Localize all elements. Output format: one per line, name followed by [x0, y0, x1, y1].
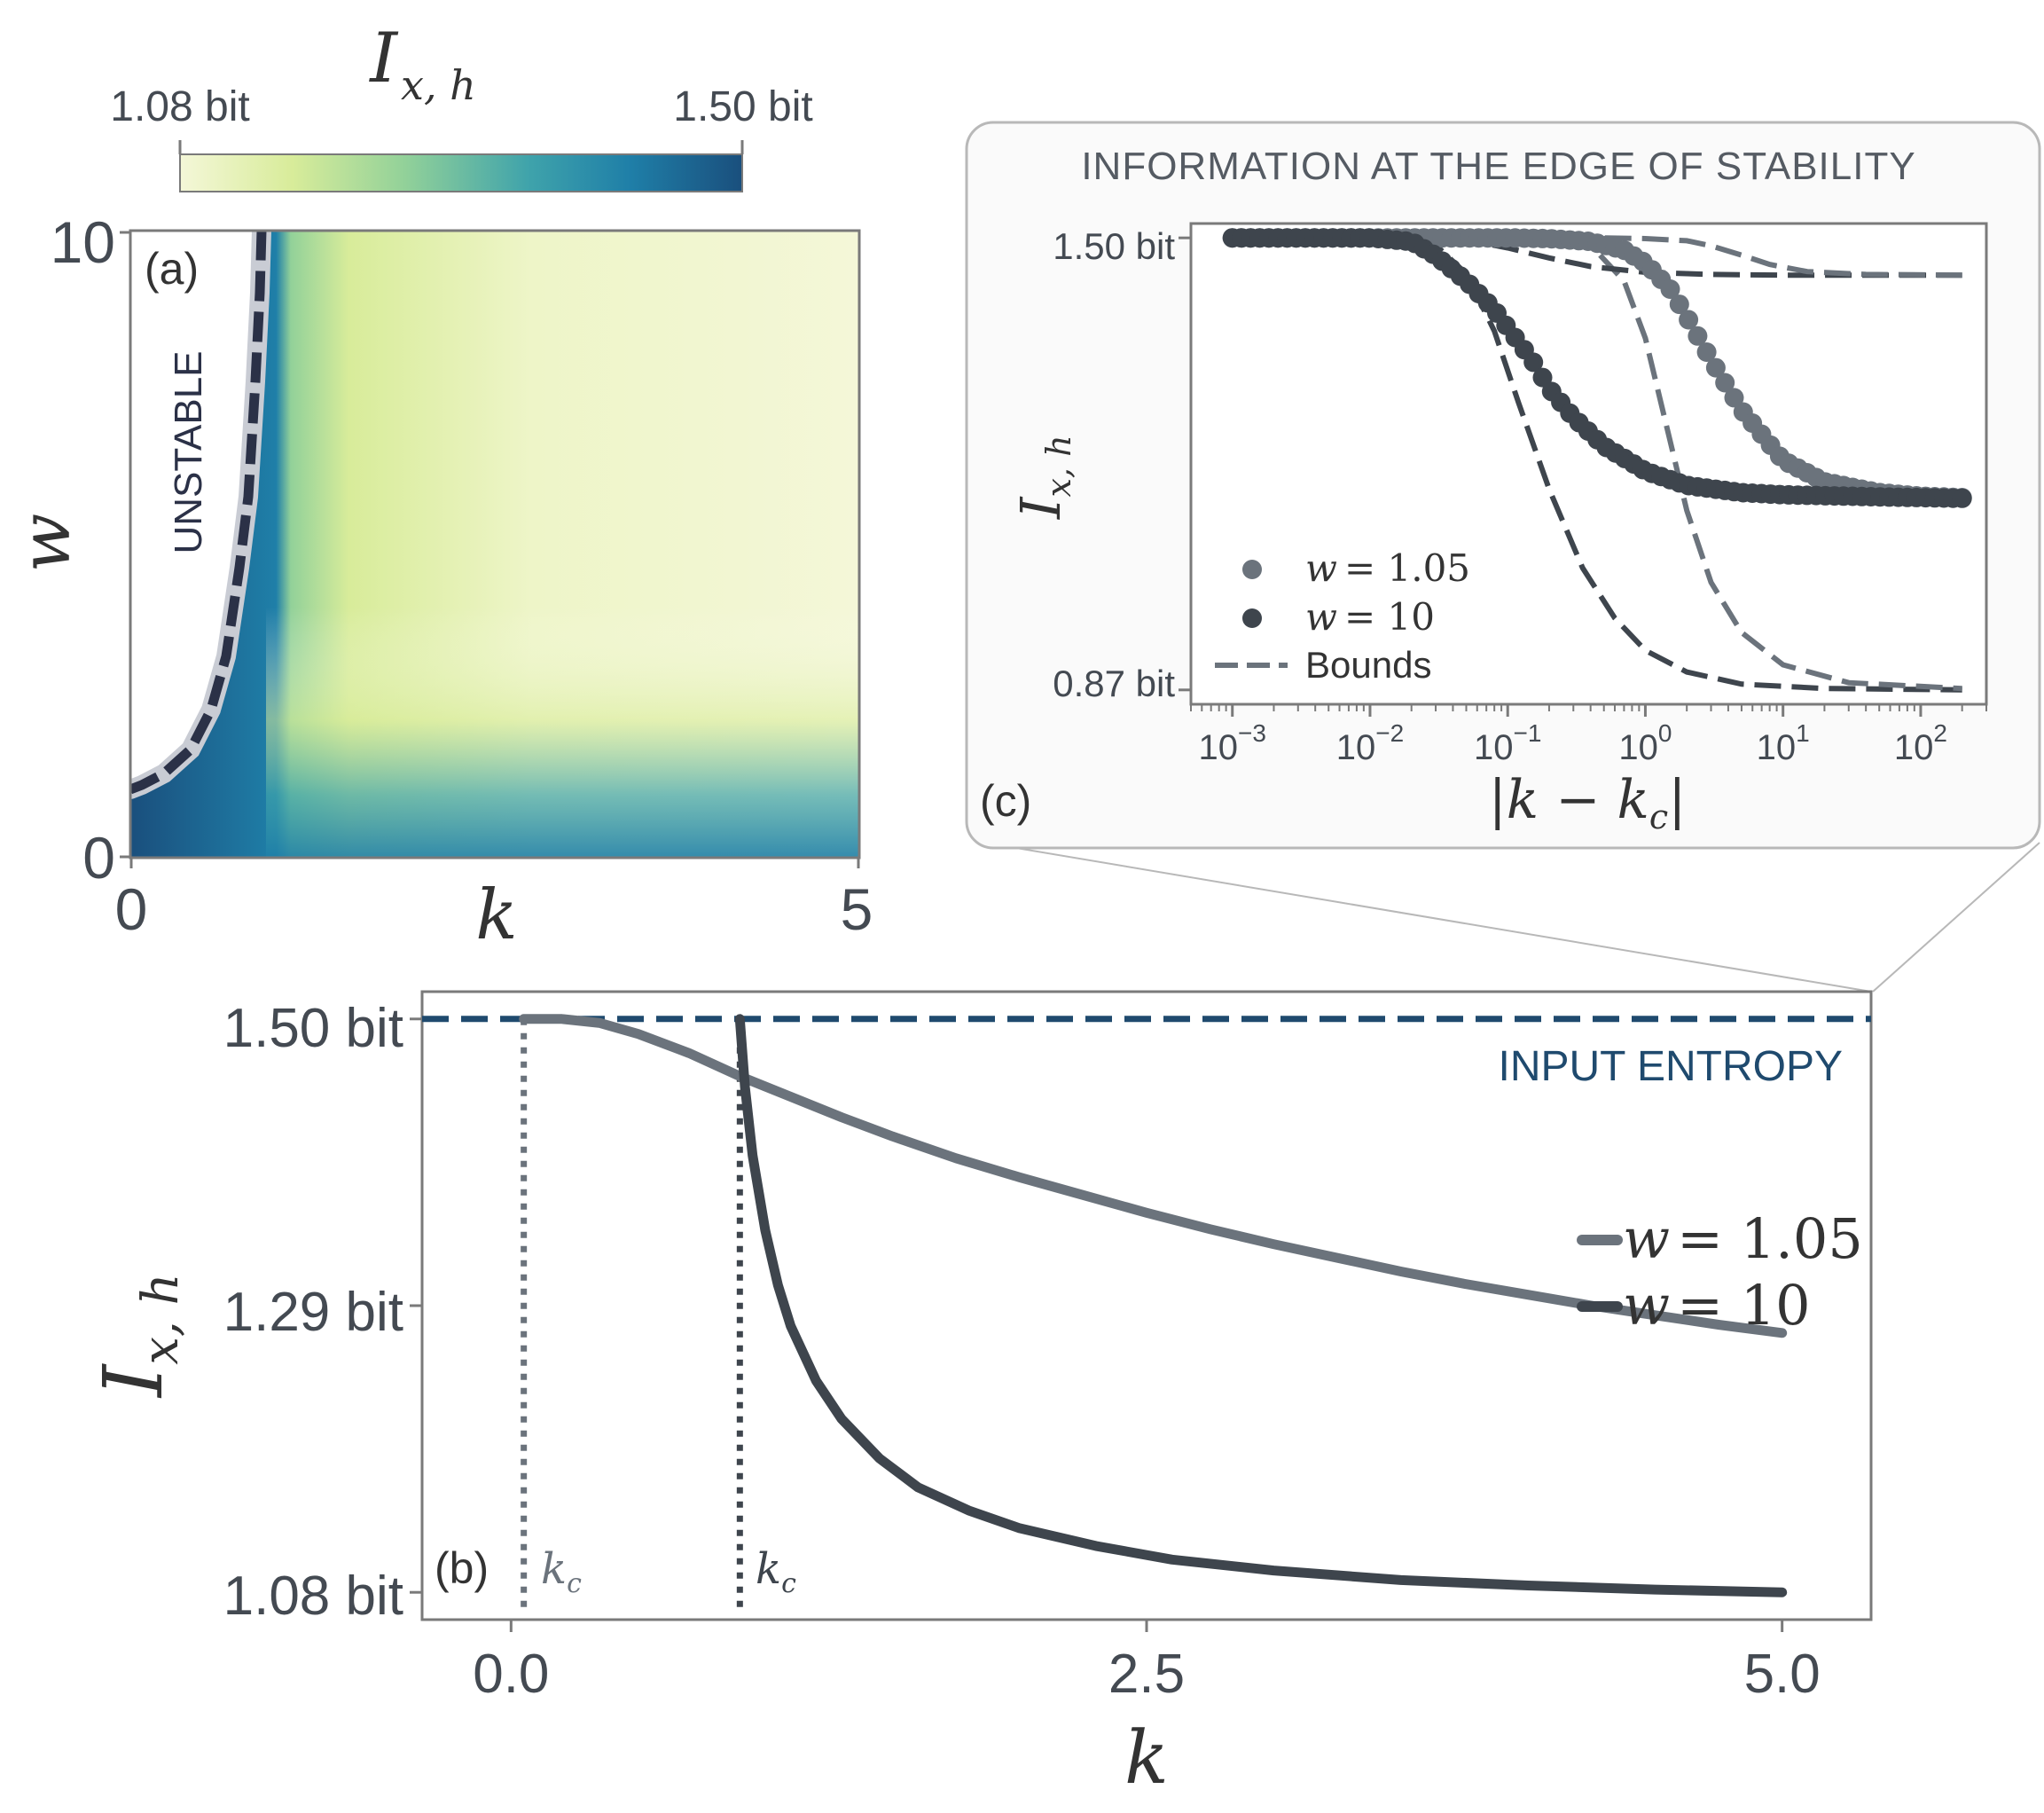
panel-b-xtick-label: 0.0 — [473, 1644, 549, 1705]
legend-label-w105: w = 1.05 — [1305, 546, 1470, 590]
legend-label-w10: w = 10 — [1305, 595, 1435, 639]
panel-b-tag: (b) — [435, 1543, 489, 1593]
panel-c-axes: 10−3 10−2 10−1 100 101 102 — [1179, 236, 1987, 767]
unstable-region — [130, 231, 262, 789]
panel-b-xtick-label: 2.5 — [1108, 1644, 1185, 1705]
panel-b-plot — [422, 1014, 1871, 1611]
panel-c-ylabel: Ix, h — [1008, 435, 1078, 520]
legend-b-label-w105: w = 1.05 — [1623, 1206, 1863, 1271]
panel-a-frame — [129, 229, 861, 859]
kc-label-w105: kc — [541, 1544, 582, 1599]
marker-w10 — [1532, 367, 1553, 388]
panel-b-xlabel: k — [1124, 1716, 1169, 1801]
panel-c-plot — [1222, 228, 1972, 693]
panel-a-xlabel: k — [475, 875, 517, 955]
panel-b: INPUT ENTROPY (b) kc kc 0.0 2.5 5.0 1.50 b… — [86, 990, 1873, 1801]
marker-w10 — [1523, 352, 1544, 373]
panel-c-xtick-label: 102 — [1894, 719, 1947, 767]
colorbar-gradient — [179, 153, 743, 192]
panel-a-ytick-label-10: 10 — [51, 209, 115, 275]
unstable-label: UNSTABLE — [167, 350, 210, 553]
panel-c: INFORMATION AT THE EDGE OF STABILITY 10−… — [965, 121, 2041, 850]
marker-w105 — [1688, 326, 1708, 346]
panel-a-ylabel: w — [6, 514, 86, 573]
panel-b-ylabel: Ix, h — [86, 1273, 190, 1399]
panel-a-ytick-label-0: 0 — [82, 825, 115, 891]
colorbar: I x, h 1.08 bit 1.50 bit — [110, 19, 813, 192]
panel-c-tag: (c) — [980, 776, 1031, 826]
panel-b-ytick-label-150: 1.50 bit — [223, 998, 403, 1059]
legend-marker-w10 — [1242, 608, 1262, 628]
panel-a-xtick-label-0: 0 — [115, 876, 148, 942]
bound-curve — [1232, 235, 1962, 279]
inset-title: INFORMATION AT THE EDGE OF STABILITY — [1081, 145, 1915, 188]
kc-label-w10: kc — [756, 1544, 796, 1599]
panel-c-ytick-label-150: 1.50 bit — [1053, 225, 1175, 267]
panel-b-axes: 0.0 2.5 5.0 — [410, 1017, 1821, 1705]
legend-b-label-w10: w = 10 — [1623, 1273, 1811, 1338]
marker-w105 — [1679, 310, 1699, 330]
marker-w105 — [1696, 342, 1717, 362]
legend-label-bounds: Bounds — [1305, 644, 1431, 686]
series-line-w105 — [519, 1014, 1788, 1338]
marker-w105 — [1724, 388, 1744, 408]
panel-b-ytick-label-108: 1.08 bit — [223, 1566, 403, 1627]
panel-b-legend: w = 1.05 w = 10 — [1577, 1206, 1863, 1338]
panel-c-frame — [1189, 222, 1988, 706]
marker-w105 — [1705, 357, 1726, 378]
panel-c-legend: w = 1.05 w = 10 Bounds — [1215, 546, 1470, 686]
input-entropy-label: INPUT ENTROPY — [1499, 1043, 1844, 1090]
stability-boundary — [130, 231, 267, 795]
panel-c-ytick-label-087: 0.87 bit — [1053, 663, 1175, 704]
marker-w10 — [1952, 488, 1972, 508]
panel-c-xtick-label: 10−2 — [1336, 719, 1404, 767]
panel-c-xtick-label: 10−1 — [1474, 719, 1541, 767]
marker-w105 — [1660, 279, 1680, 299]
colorbar-max-label: 1.50 bit — [673, 83, 812, 130]
panel-c-xtick-label: 101 — [1757, 719, 1810, 767]
heatmap-bottom-shade — [266, 231, 859, 858]
series-line-w10 — [734, 1014, 1788, 1597]
colorbar-title-sub: x, h — [401, 61, 476, 109]
panel-b-xtick-label: 5.0 — [1744, 1644, 1821, 1705]
marker-w105 — [1715, 373, 1735, 393]
colorbar-min-label: 1.08 bit — [110, 83, 249, 130]
zoom-connectors — [983, 842, 2040, 993]
panel-a: (a) UNSTABLE 10 0 0 5 k w — [6, 209, 873, 955]
panel-a-tag: (a) — [145, 244, 199, 294]
panel-c-xlabel: |k − kc| — [1489, 769, 1687, 836]
zoom-connector-right — [1872, 842, 2040, 993]
panel-b-frame — [420, 990, 1873, 1621]
legend-marker-w105 — [1242, 560, 1262, 579]
zoom-connector-left — [983, 842, 1872, 993]
colorbar-title: I — [368, 19, 399, 98]
panel-a-xtick-label-5: 5 — [841, 876, 873, 942]
panel-c-xtick-label: 100 — [1618, 719, 1672, 767]
panel-c-xtick-label: 10−3 — [1199, 719, 1266, 767]
bound-curve — [1232, 235, 1962, 279]
panel-b-ytick-label-129: 1.29 bit — [223, 1282, 403, 1343]
marker-w105 — [1669, 294, 1689, 315]
